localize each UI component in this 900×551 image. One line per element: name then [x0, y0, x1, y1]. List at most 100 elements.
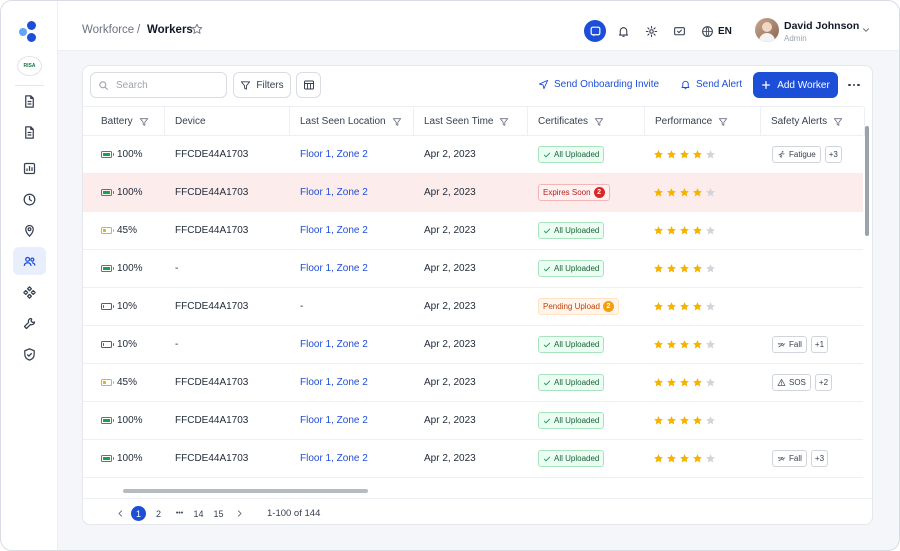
sidebar-item-location-pin[interactable]	[13, 216, 46, 244]
battery-icon	[101, 227, 114, 234]
send-alert-button[interactable]: Send Alert	[680, 79, 742, 90]
star-icon	[680, 302, 689, 311]
more-alerts-chip[interactable]: +3	[810, 450, 829, 467]
column-header-battery[interactable]: Battery	[83, 107, 165, 136]
certificate-badge[interactable]: All Uploaded	[538, 260, 605, 277]
column-header-device[interactable]: Device	[165, 107, 290, 136]
columns-button[interactable]	[296, 72, 321, 98]
location-link[interactable]: Floor 1, Zone 2	[300, 187, 368, 198]
table-row[interactable]: 45% FFCDE44A1703 Floor 1, Zone 2 Apr 2, 202…	[83, 364, 863, 402]
star-icon	[693, 340, 702, 349]
page-button[interactable]: 15	[213, 508, 224, 519]
sidebar-item-chart[interactable]	[13, 154, 46, 182]
performance-rating	[653, 212, 716, 249]
search-box[interactable]	[90, 72, 227, 98]
certificate-badge[interactable]: Expires Soon 2	[538, 184, 610, 201]
column-filter-button[interactable]	[718, 117, 728, 127]
more-options-button[interactable]	[846, 79, 862, 91]
display-button[interactable]	[668, 20, 690, 42]
safety-alert-chip[interactable]: Fall	[772, 336, 807, 353]
column-filter-button[interactable]	[833, 117, 843, 127]
location-link[interactable]: Floor 1, Zone 2	[300, 149, 368, 160]
table-row[interactable]: 10% - Floor 1, Zone 2 Apr 2, 2023 All Upload…	[83, 326, 863, 364]
brand-badge[interactable]: RISA	[17, 56, 42, 76]
next-page-button[interactable]	[232, 506, 247, 521]
table-row[interactable]: 100% FFCDE44A1703 Floor 1, Zone 2 Apr 2, 20…	[83, 174, 863, 212]
search-input[interactable]	[116, 79, 216, 91]
more-alerts-chip[interactable]: +1	[810, 336, 829, 353]
location-link[interactable]: Floor 1, Zone 2	[300, 339, 368, 350]
column-filter-button[interactable]	[499, 117, 509, 127]
sidebar-item-wrench[interactable]	[13, 309, 46, 337]
page-ellipsis[interactable]: •••	[175, 510, 184, 517]
location-link[interactable]: Floor 1, Zone 2	[300, 415, 368, 426]
safety-alert-chip[interactable]: Fatigue	[772, 146, 821, 163]
breadcrumb-workforce[interactable]: Workforce	[82, 24, 135, 36]
table-row[interactable]: 100% FFCDE44A1703 Floor 1, Zone 2 Apr 2, 20…	[83, 402, 863, 440]
user-name[interactable]: David Johnson	[784, 20, 860, 32]
favorite-star-icon[interactable]	[191, 23, 203, 35]
location-link[interactable]: Floor 1, Zone 2	[300, 225, 368, 236]
location-link[interactable]: Floor 1, Zone 2	[300, 263, 368, 274]
certificate-badge[interactable]: Pending Upload 2	[538, 298, 619, 315]
star-icon	[667, 378, 676, 387]
horizontal-scrollbar[interactable]	[123, 489, 368, 493]
sidebar-item-shield[interactable]	[13, 340, 46, 368]
certificate-badge[interactable]: All Uploaded	[538, 222, 605, 239]
column-header-safety-alerts[interactable]: Safety Alerts	[761, 107, 865, 136]
top-header: Workforce / Workers EN David Johnson Adm…	[58, 1, 899, 51]
page-button[interactable]: 14	[193, 508, 204, 519]
filters-button[interactable]: Filters	[233, 72, 291, 98]
page-button[interactable]: 1	[131, 506, 146, 521]
location-link[interactable]: Floor 1, Zone 2	[300, 377, 368, 388]
last-seen-time: Apr 2, 2023	[424, 415, 476, 426]
messages-button[interactable]	[584, 20, 606, 42]
certificate-badge[interactable]: All Uploaded	[538, 374, 605, 391]
safety-alert-chip[interactable]: Fall	[772, 450, 807, 467]
column-header-performance[interactable]: Performance	[645, 107, 761, 136]
safety-alert-chip[interactable]: SOS	[772, 374, 811, 391]
vertical-scrollbar[interactable]	[864, 106, 870, 496]
table-row[interactable]: 100% FFCDE44A1703 Floor 1, Zone 2 Apr 2, 20…	[83, 136, 863, 174]
globe-icon	[701, 25, 713, 37]
column-filter-button[interactable]	[392, 117, 402, 127]
column-header-certificates[interactable]: Certificates	[528, 107, 645, 136]
more-alerts-chip[interactable]: +3	[824, 146, 842, 163]
location-cell: -	[300, 288, 303, 325]
certificate-badge[interactable]: All Uploaded	[538, 336, 605, 353]
certificate-badge[interactable]: All Uploaded	[538, 412, 605, 429]
previous-page-button[interactable]	[113, 506, 128, 521]
language-label[interactable]: EN	[718, 26, 732, 37]
language-button[interactable]	[696, 20, 718, 42]
settings-button[interactable]	[640, 20, 662, 42]
table-row[interactable]: 100% - Floor 1, Zone 2 Apr 2, 2023 All Uploa…	[83, 250, 863, 288]
sidebar-item-clock[interactable]	[13, 185, 46, 213]
star-icon	[654, 264, 663, 273]
column-filter-button[interactable]	[139, 117, 149, 127]
sidebar-item-grid-diamond[interactable]	[13, 278, 46, 306]
column-header-last-seen-time[interactable]: Last Seen Time	[414, 107, 528, 136]
check-icon	[543, 418, 551, 423]
location-link[interactable]: Floor 1, Zone 2	[300, 453, 368, 464]
app-logo[interactable]	[18, 21, 40, 43]
sidebar-item-users[interactable]	[13, 247, 46, 275]
page-button[interactable]: 2	[155, 508, 161, 519]
grid-diamond-icon	[23, 285, 36, 299]
notifications-button[interactable]	[612, 20, 634, 42]
sidebar-item-document[interactable]	[13, 118, 46, 146]
certificate-badge[interactable]: All Uploaded	[538, 146, 605, 163]
table-row[interactable]: 100% FFCDE44A1703 Floor 1, Zone 2 Apr 2, 20…	[83, 440, 863, 478]
table-row[interactable]: 45% FFCDE44A1703 Floor 1, Zone 2 Apr 2, 202…	[83, 212, 863, 250]
send-icon	[538, 79, 549, 90]
certificate-badge[interactable]: All Uploaded	[538, 450, 605, 467]
more-alerts-chip[interactable]: +2	[814, 374, 833, 391]
avatar[interactable]	[755, 18, 779, 42]
table-row[interactable]: 10% FFCDE44A1703 - Apr 2, 2023 Pending Uploa…	[83, 288, 863, 326]
chevron-down-icon[interactable]	[861, 25, 871, 35]
column-header-last-seen-location[interactable]: Last Seen Location	[290, 107, 414, 136]
document-icon	[25, 125, 34, 139]
add-worker-button[interactable]: Add Worker	[753, 72, 838, 98]
send-onboarding-invite-button[interactable]: Send Onboarding Invite	[538, 79, 659, 90]
column-filter-button[interactable]	[594, 117, 604, 127]
sidebar-item-document[interactable]	[13, 87, 46, 115]
